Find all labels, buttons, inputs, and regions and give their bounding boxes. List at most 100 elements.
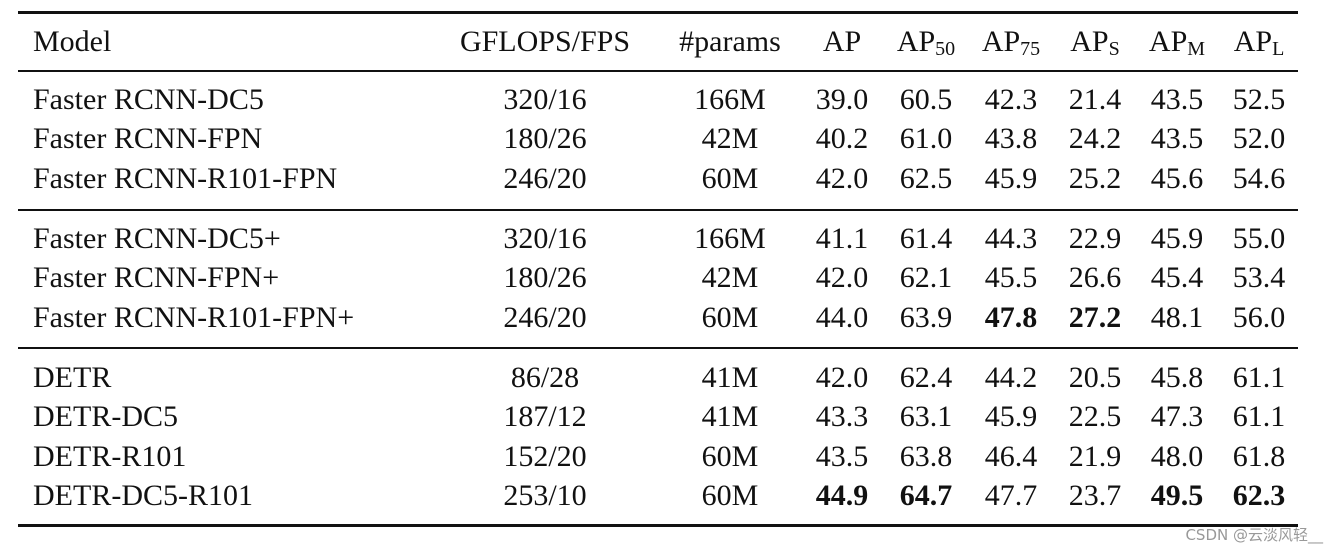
table-cell: 25.2 [1068,161,1122,195]
table-cell: 22.9 [1068,222,1122,255]
model-name: DETR-DC5 [33,400,178,434]
table-cell: 47.7 [984,478,1038,512]
model-name: Faster RCNN-R101-FPN+ [33,300,355,334]
header-subscript: 50 [935,38,956,60]
group-rule [18,209,1298,211]
table-cell: 48.0 [1150,439,1204,473]
table-cell: 45.6 [1150,161,1204,195]
table-cell: 41M [701,361,759,394]
model-name: DETR-DC5-R101 [33,478,253,512]
table-cell: 44.9 [815,478,869,512]
table-cell: 22.5 [1068,400,1122,434]
table-cell: 63.9 [899,300,953,334]
table-cell: 45.5 [984,261,1038,295]
header-subscript: S [1108,38,1120,60]
table-cell: 60M [701,300,759,334]
table-cell: 45.9 [1150,222,1204,255]
table-cell: 48.1 [1150,300,1204,334]
header-subscript: M [1187,38,1206,60]
table-cell: 27.2 [1068,300,1122,334]
table-cell: 26.6 [1068,261,1122,295]
table-cell: 46.4 [984,439,1038,473]
header-text: GFLOPS/FPS [459,25,631,58]
header-subscript: 75 [1020,38,1041,60]
header-cell: Model [33,24,111,60]
table-cell: 61.8 [1232,439,1286,473]
table-cell: 320/16 [503,222,587,255]
table-cell: 45.4 [1150,261,1204,295]
header-cell: #params [679,24,781,60]
table-cell: 61.4 [899,222,953,255]
table-cell: 180/26 [503,261,587,295]
table-cell: 43.5 [815,439,869,473]
header-text: AP [1070,25,1109,58]
table-cell: 86/28 [510,361,580,394]
table-cell: 44.2 [984,361,1038,394]
table-cell: 45.8 [1150,361,1204,394]
table-cell: 152/20 [503,439,587,473]
table-cell: 42.3 [984,83,1038,116]
table-cell: 24.2 [1068,122,1122,156]
table-cell: 55.0 [1232,222,1286,255]
bottom-rule [18,524,1298,527]
table-cell: 40.2 [815,122,869,156]
table-cell: 21.9 [1068,439,1122,473]
table-cell: 52.0 [1232,122,1286,156]
table-cell: 60M [701,161,759,195]
header-text: AP [981,25,1021,58]
table-cell: 320/16 [503,83,587,116]
header-cell: AP [823,24,861,60]
model-name: Faster RCNN-FPN [33,122,263,156]
table-cell: 42.0 [815,161,869,195]
table-cell: 62.3 [1232,478,1286,512]
table-cell: 44.3 [984,222,1038,255]
table-cell: 61.1 [1232,400,1286,434]
header-cell: APL [1234,24,1285,60]
table-cell: 63.1 [899,400,953,434]
table-cell: 187/12 [503,400,587,434]
table-cell: 21.4 [1068,83,1122,116]
table-cell: 45.9 [984,161,1038,195]
header-cell: AP75 [982,24,1040,60]
table-cell: 60M [701,439,759,473]
table-cell: 62.4 [899,361,953,394]
table-cell: 62.1 [899,261,953,295]
table-cell: 39.0 [815,83,869,116]
table-cell: 253/10 [503,478,587,512]
table-cell: 45.9 [984,400,1038,434]
table-cell: 42.0 [815,361,869,394]
header-subscript: L [1272,38,1285,60]
header-cell: APM [1149,24,1205,60]
model-name: Faster RCNN-DC5 [33,83,264,116]
table-cell: 60M [701,478,759,512]
table-cell: 43.5 [1150,122,1204,156]
header-text: AP [1148,25,1188,58]
table-cell: 23.7 [1068,478,1122,512]
table-cell: 20.5 [1068,361,1122,394]
table-cell: 62.5 [899,161,953,195]
table-cell: 44.0 [815,300,869,334]
table-cell: 42M [701,261,759,295]
table-cell: 166M [694,83,766,116]
table-cell: 60.5 [899,83,953,116]
table-cell: 246/20 [503,300,587,334]
table-cell: 43.5 [1150,83,1204,116]
table-cell: 47.3 [1150,400,1204,434]
header-text: Model [33,25,112,58]
model-name: Faster RCNN-FPN+ [33,261,280,295]
table-cell: 42M [701,122,759,156]
table-cell: 63.8 [899,439,953,473]
table-cell: 42.0 [815,261,869,295]
header-cell: GFLOPS/FPS [460,24,630,60]
watermark: CSDN @云淡风轻__ [1185,526,1323,544]
table-cell: 52.5 [1232,83,1286,116]
top-rule [18,11,1298,14]
table-cell: 49.5 [1150,478,1204,512]
table-cell: 64.7 [899,478,953,512]
table-cell: 43.3 [815,400,869,434]
header-text: AP [896,25,936,58]
header-cell: AP50 [897,24,955,60]
table-cell: 43.8 [984,122,1038,156]
table-cell: 47.8 [984,300,1038,334]
